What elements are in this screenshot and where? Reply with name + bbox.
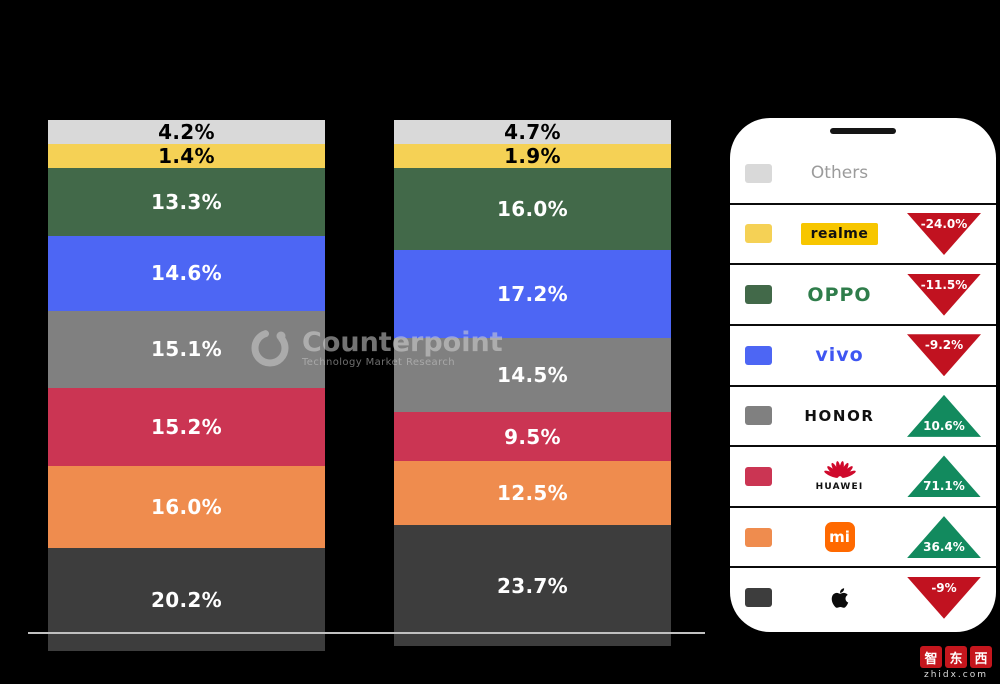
segment-value-label: 16.0% (151, 494, 222, 519)
xiaomi-swatch (745, 527, 772, 547)
segment-value-label: 16.0% (497, 197, 568, 222)
bar-segment-realme: 1.9% (394, 144, 671, 169)
segment-value-label: 23.7% (497, 573, 568, 598)
bar-segment-oppo: 16.0% (394, 168, 671, 250)
zhidx-char-2: 东 (945, 646, 967, 668)
segment-value-label: 13.3% (151, 190, 222, 215)
oppo-change: -11.5% (920, 277, 968, 292)
vivo-swatch (745, 345, 772, 365)
segment-value-label: 15.1% (151, 337, 222, 362)
huawei-flower-icon (823, 461, 856, 479)
bar-segment-others: 4.7% (394, 120, 671, 145)
oppo-swatch (745, 285, 772, 305)
bar-segment-oppo: 13.3% (48, 168, 325, 237)
bar-segment-xiaomi: 16.0% (48, 465, 325, 548)
oppo-logo: OPPO (807, 283, 872, 306)
huawei-swatch (745, 466, 772, 486)
bar-segment-apple: 20.2% (48, 547, 325, 652)
legend-row-others: Others (730, 144, 996, 205)
legend-row-honor: HONOR 10.6% (730, 387, 996, 448)
segment-value-label: 17.2% (497, 282, 568, 306)
stacked-bar-left: 4.2% 1.4% 13.3% 14.6% 15.1% 15.2% 16.0% 20.2% (48, 120, 325, 652)
segment-value-label: 1.9% (504, 144, 561, 169)
vivo-logo: vivo (815, 344, 864, 367)
apple-change: -9% (931, 580, 957, 595)
oppo-trend-down-triangle: -11.5% (907, 273, 981, 316)
honor-change: 10.6% (923, 418, 965, 433)
segment-value-label: 20.2% (151, 587, 222, 612)
zhidx-watermark: 智 东 西 zhidx.com (920, 646, 992, 680)
realme-logo: realme (800, 222, 879, 245)
vivo-change: -9.2% (924, 338, 964, 353)
legend-row-vivo: vivo -9.2% (730, 326, 996, 387)
legend-row-huawei: HUAWEI 71.1% (730, 447, 996, 508)
huawei-trend-up-triangle: 71.1% (907, 455, 981, 498)
bar-segment-realme: 1.4% (48, 144, 325, 168)
bar-segment-huawei: 15.2% (48, 388, 325, 466)
xiaomi-mi-logo: mi (824, 522, 855, 553)
stacked-bar-right: 4.7% 1.9% 16.0% 17.2% 14.5% 9.5% 12.5% 23.7% (394, 120, 671, 647)
realme-trend-down-triangle: -24.0% (907, 212, 981, 255)
honor-trend-up-triangle: 10.6% (907, 394, 981, 437)
bar-segment-vivo: 14.6% (48, 236, 325, 311)
zhidx-site-url: zhidx.com (923, 670, 989, 680)
zhidx-logo: 智 东 西 (920, 646, 992, 668)
segment-value-label: 4.2% (158, 120, 215, 144)
xiaomi-trend-up-triangle: 36.4% (907, 516, 981, 559)
segment-value-label: 1.4% (158, 144, 215, 168)
bar-segment-vivo: 17.2% (394, 249, 671, 339)
zhidx-char-3: 西 (970, 646, 992, 668)
bar-segment-apple: 23.7% (394, 524, 671, 647)
legend-row-apple: -9% (730, 568, 996, 627)
segment-value-label: 15.2% (151, 415, 222, 440)
huawei-wordmark: HUAWEI (815, 482, 864, 493)
others-label: Others (810, 163, 869, 184)
bar-segment-honor: 15.1% (48, 310, 325, 389)
zhidx-char-1: 智 (920, 646, 942, 668)
realme-swatch (745, 224, 772, 244)
legend-row-oppo: OPPO -11.5% (730, 265, 996, 326)
huawei-logo: HUAWEI (816, 460, 864, 492)
legend-row-realme: realme -24.0% (730, 205, 996, 266)
realme-change: -24.0% (920, 216, 968, 231)
bar-segment-honor: 14.5% (394, 338, 671, 413)
legend-phone-panel: Others realme -24.0% OPPO -11.5% vivo (730, 118, 996, 632)
segment-value-label: 12.5% (497, 480, 568, 505)
bar-segment-xiaomi: 12.5% (394, 460, 671, 525)
segment-value-label: 4.7% (504, 120, 561, 145)
others-swatch (745, 163, 772, 183)
vivo-trend-down-triangle: -9.2% (907, 334, 981, 377)
phone-speaker-icon (830, 128, 896, 134)
legend-row-xiaomi: mi 36.4% (730, 508, 996, 569)
legend-rows: Others realme -24.0% OPPO -11.5% vivo (730, 144, 996, 627)
x-axis-line (28, 632, 705, 634)
segment-value-label: 14.5% (497, 363, 568, 388)
apple-swatch (745, 588, 772, 608)
segment-value-label: 14.6% (151, 261, 222, 286)
xiaomi-change: 36.4% (923, 540, 965, 555)
segment-value-label: 9.5% (504, 424, 561, 449)
bar-segment-huawei: 9.5% (394, 412, 671, 461)
bar-segment-others: 4.2% (48, 120, 325, 144)
honor-logo: HONOR (804, 406, 875, 425)
huawei-change: 71.1% (923, 479, 965, 494)
apple-logo-icon (831, 587, 848, 608)
honor-swatch (745, 406, 772, 426)
apple-trend-down-triangle: -9% (907, 576, 981, 619)
